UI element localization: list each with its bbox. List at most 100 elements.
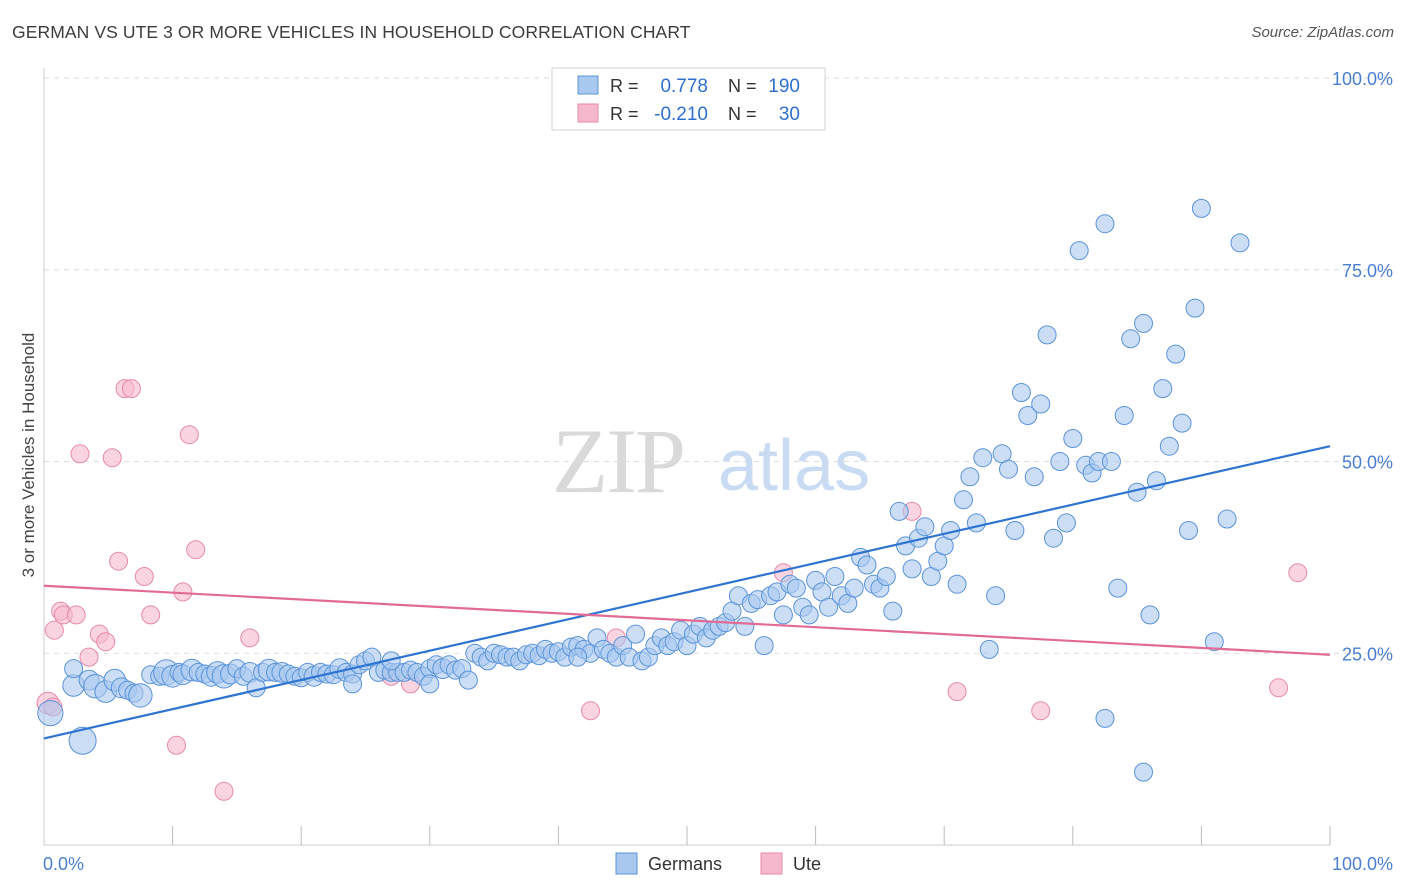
germans-point bbox=[915, 517, 935, 537]
ute-point bbox=[1269, 678, 1289, 698]
ute-point bbox=[121, 379, 141, 399]
ute-point bbox=[96, 632, 116, 652]
watermark-atlas: atlas bbox=[718, 426, 870, 506]
axes bbox=[43, 68, 1330, 846]
germans-points bbox=[37, 198, 1250, 782]
watermark-zip: ZIP bbox=[552, 410, 684, 512]
germans-point bbox=[857, 555, 877, 575]
ute-point bbox=[947, 682, 967, 702]
germans-point bbox=[902, 559, 922, 579]
ute-point bbox=[79, 647, 99, 667]
germans-point bbox=[1153, 379, 1173, 399]
germans-point bbox=[68, 726, 97, 755]
germans-point bbox=[999, 459, 1018, 479]
chart-title: GERMAN VS UTE 3 OR MORE VEHICLES IN HOUS… bbox=[12, 22, 691, 42]
legend-n-label: N = bbox=[728, 104, 757, 124]
germans-point bbox=[876, 567, 896, 586]
trend-lines bbox=[43, 445, 1331, 740]
germans-point bbox=[1095, 708, 1115, 728]
germans-point bbox=[960, 467, 980, 487]
germans-point bbox=[1159, 436, 1179, 456]
x-ticks: 0.0% 100.0% bbox=[43, 826, 1393, 874]
zipatlas-watermark: ZIP atlas bbox=[552, 410, 870, 512]
germans-point bbox=[1179, 521, 1198, 540]
germans-point bbox=[1011, 383, 1031, 402]
germans-point bbox=[1140, 605, 1160, 625]
ute-point bbox=[581, 701, 600, 721]
ute-point bbox=[66, 605, 86, 625]
germans-point bbox=[1018, 406, 1038, 425]
ute-point bbox=[1288, 563, 1308, 583]
ute-point bbox=[102, 448, 122, 468]
legend-swatch-pink bbox=[577, 103, 599, 123]
germans-point bbox=[1191, 198, 1211, 218]
ute-point bbox=[141, 605, 161, 625]
germans-point bbox=[1121, 329, 1141, 349]
y-tick-label: 75.0% bbox=[1342, 261, 1393, 281]
germans-point bbox=[1166, 344, 1186, 364]
y-tick-labels: 25.0% 50.0% 75.0% 100.0% bbox=[1332, 69, 1393, 664]
ute-point bbox=[214, 781, 234, 801]
germans-point bbox=[1134, 313, 1153, 333]
germans-point bbox=[1185, 298, 1205, 318]
x-tick-label: 0.0% bbox=[43, 854, 84, 874]
germans-trendline bbox=[43, 445, 1331, 740]
germans-point bbox=[799, 605, 819, 625]
y-tick-label: 25.0% bbox=[1342, 644, 1393, 664]
germans-point bbox=[1217, 509, 1237, 529]
germans-point bbox=[128, 683, 153, 708]
grid-lines bbox=[44, 77, 1394, 654]
germans-point bbox=[343, 674, 363, 694]
germans-point bbox=[1172, 413, 1192, 433]
germans-point bbox=[1056, 513, 1076, 533]
germans-point bbox=[825, 567, 845, 586]
legend-r-label: R = bbox=[610, 104, 639, 124]
legend-r-value: 0.778 bbox=[660, 76, 708, 97]
legend-n-label: N = bbox=[728, 76, 757, 96]
germans-point bbox=[889, 501, 909, 521]
legend-n-value: 30 bbox=[779, 104, 800, 125]
germans-point bbox=[37, 700, 64, 727]
germans-point bbox=[1050, 452, 1070, 471]
germans-point bbox=[1230, 233, 1250, 253]
germans-point bbox=[844, 578, 864, 598]
germans-point bbox=[1108, 578, 1128, 598]
ute-point bbox=[186, 540, 206, 560]
germans-point bbox=[1031, 394, 1051, 414]
bottom-legend-swatch-germans bbox=[615, 852, 638, 875]
germans-point bbox=[883, 601, 903, 621]
germans-point bbox=[1114, 406, 1134, 425]
legend-r-value: -0.210 bbox=[654, 104, 708, 125]
germans-point bbox=[64, 659, 84, 679]
x-tick-label: 100.0% bbox=[1332, 854, 1393, 874]
germans-point bbox=[986, 586, 1006, 606]
legend-n-value: 190 bbox=[768, 76, 800, 97]
legend-r-label: R = bbox=[610, 76, 639, 96]
germans-point bbox=[1095, 214, 1115, 234]
germans-point bbox=[626, 624, 646, 644]
germans-point bbox=[1204, 632, 1224, 652]
germans-point bbox=[1005, 521, 1025, 540]
germans-point bbox=[773, 605, 793, 625]
germans-point bbox=[947, 574, 967, 594]
germans-point bbox=[819, 597, 838, 617]
germans-point bbox=[458, 670, 478, 690]
germans-point bbox=[420, 674, 440, 694]
germans-point bbox=[979, 639, 999, 659]
germans-point bbox=[1134, 762, 1153, 782]
ute-point bbox=[1031, 701, 1051, 721]
legend-box: R = 0.778 N = 190 R = -0.210 N = 30 bbox=[551, 67, 826, 131]
germans-point bbox=[786, 578, 806, 598]
ute-point bbox=[70, 444, 90, 464]
ute-point bbox=[44, 620, 64, 640]
bottom-legend-swatch-ute bbox=[760, 852, 783, 875]
germans-point bbox=[1063, 429, 1083, 448]
germans-point bbox=[1024, 467, 1044, 487]
germans-point bbox=[1069, 241, 1089, 261]
y-axis-label: 3 or more Vehicles in Household bbox=[19, 333, 38, 578]
germans-point bbox=[973, 448, 993, 468]
germans-point bbox=[966, 513, 986, 533]
y-tick-label: 100.0% bbox=[1332, 69, 1393, 89]
germans-point bbox=[754, 636, 774, 656]
